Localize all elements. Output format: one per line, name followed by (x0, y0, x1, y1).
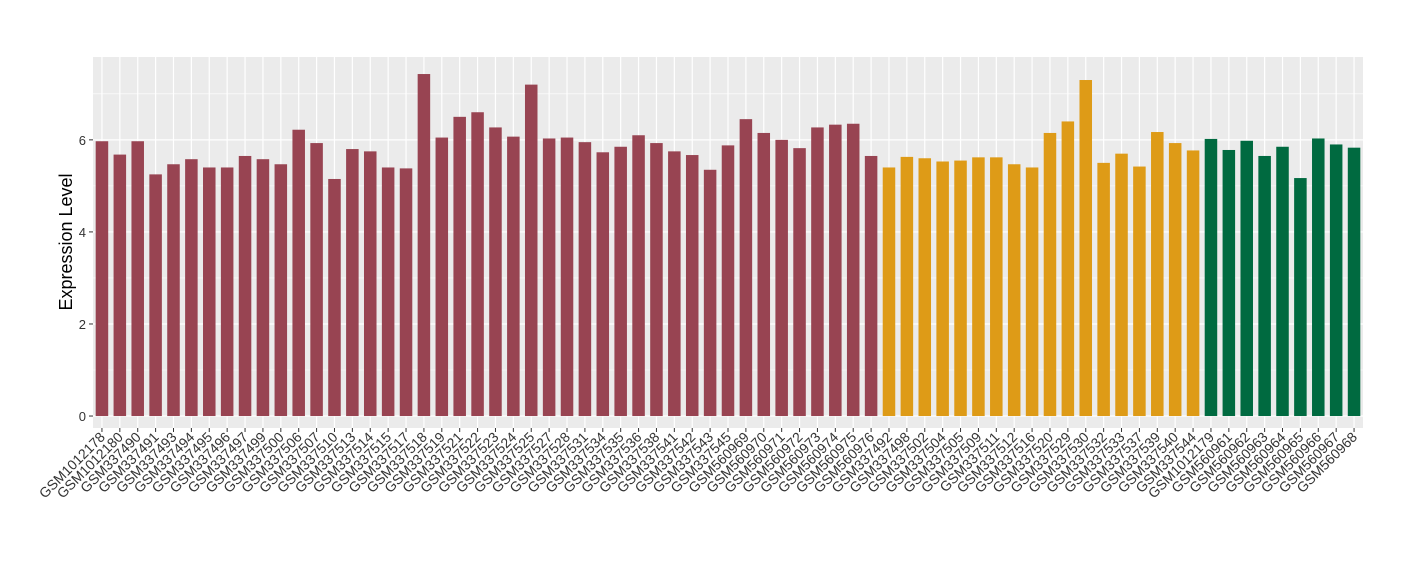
bar (1007, 164, 1021, 417)
bar (1079, 80, 1093, 417)
bar (363, 151, 377, 417)
bar (614, 146, 627, 417)
bar (1312, 138, 1325, 417)
bar (238, 155, 252, 417)
bar (113, 154, 127, 417)
bar (703, 169, 717, 417)
bar (274, 164, 288, 417)
bar (882, 167, 896, 417)
bar (721, 145, 735, 417)
bar (203, 167, 216, 417)
bar (668, 151, 681, 417)
bar (417, 74, 431, 417)
bar (685, 155, 699, 417)
bar (560, 137, 574, 417)
bar (220, 167, 234, 417)
bar (1240, 140, 1253, 417)
bar (1347, 147, 1361, 417)
bar (489, 127, 502, 417)
bar (739, 119, 753, 417)
bar (1043, 132, 1057, 417)
bar (95, 141, 109, 417)
bar (471, 112, 484, 417)
bar (1276, 146, 1289, 417)
bar (346, 149, 359, 417)
bar (596, 152, 610, 417)
bar (846, 123, 860, 417)
bar (542, 138, 556, 417)
bar (1151, 132, 1164, 417)
y-tick-label: 0 (79, 409, 86, 424)
bar (524, 84, 538, 417)
bar (1222, 149, 1236, 417)
bar (954, 160, 967, 417)
bar (453, 116, 466, 417)
bar (775, 139, 788, 417)
bar (900, 156, 914, 417)
bar (507, 136, 520, 417)
bar (328, 178, 341, 417)
bar (1025, 167, 1039, 417)
y-tick-label: 4 (79, 225, 86, 240)
bar (1294, 178, 1307, 417)
bar (972, 157, 985, 417)
bar (1204, 138, 1218, 417)
bar (435, 137, 449, 417)
y-axis-label: Expression Level (56, 173, 76, 310)
bar (1186, 150, 1200, 417)
bar (829, 124, 842, 417)
bar (381, 167, 395, 417)
bar (1061, 121, 1075, 417)
bar (167, 164, 180, 417)
bar (1258, 155, 1271, 417)
bar (131, 141, 144, 417)
bar (292, 129, 305, 417)
y-tick-label: 2 (79, 317, 86, 332)
bar (1097, 162, 1110, 417)
bar (256, 159, 270, 417)
bar (650, 143, 663, 417)
bar (990, 157, 1003, 417)
bar (1329, 144, 1343, 417)
bar (578, 142, 592, 417)
bar (918, 158, 932, 417)
bar (632, 135, 645, 417)
bar (399, 168, 413, 417)
bar (936, 161, 949, 417)
bar (864, 155, 878, 417)
bar (149, 174, 162, 417)
bar (811, 127, 824, 417)
bar (757, 132, 771, 417)
bar (1133, 166, 1146, 417)
bar (1115, 153, 1128, 417)
bar (1168, 143, 1182, 417)
bar (185, 159, 198, 417)
y-tick-label: 6 (79, 133, 86, 148)
bar (310, 143, 323, 417)
bar (793, 148, 806, 417)
